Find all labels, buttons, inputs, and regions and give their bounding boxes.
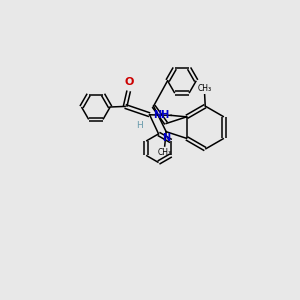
Text: O: O <box>124 77 134 87</box>
Text: N: N <box>162 133 170 143</box>
Text: CH₃: CH₃ <box>198 84 212 93</box>
Text: NH: NH <box>153 110 169 120</box>
Text: CH₃: CH₃ <box>158 148 172 157</box>
Text: H: H <box>136 121 142 130</box>
